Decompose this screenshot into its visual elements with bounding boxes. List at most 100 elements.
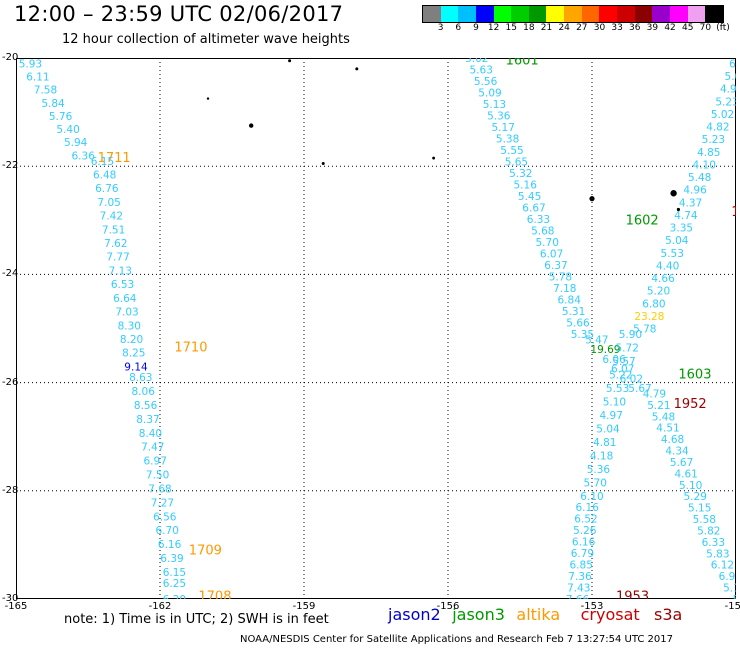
swh-value: 5.17: [492, 122, 515, 134]
swh-value: 7.62: [104, 238, 127, 250]
scale-swatch: [528, 6, 547, 22]
swh-value: 5.53: [606, 383, 629, 395]
page-subtitle: 12 hour collection of altimeter wave hei…: [62, 32, 350, 47]
swh-value: 5.21: [647, 400, 670, 412]
swh-value: 5.90: [619, 329, 642, 341]
swh-value: 7.03: [115, 307, 138, 319]
swh-value: 5.02: [465, 58, 488, 65]
scale-swatch: [669, 6, 688, 22]
swh-value: 5.47: [585, 334, 608, 346]
scale-label: 70: [699, 23, 712, 33]
scale-label: 45: [681, 23, 694, 33]
swh-value: 8.20: [120, 334, 143, 346]
swh-value: 5.72: [616, 342, 639, 354]
swh-value: 5.16: [514, 179, 538, 191]
swh-value: 6.64: [113, 293, 137, 305]
swh-value: 4.74: [674, 210, 698, 222]
page-title: 12:00 – 23:59 UTC 02/06/2017: [14, 2, 344, 26]
track-time-label: 1708: [198, 589, 231, 599]
swh-value: 4.10: [693, 159, 716, 171]
scale-label: (ft): [716, 23, 730, 33]
swh-value: 7.47: [141, 442, 164, 454]
scale-label: 9: [473, 23, 479, 33]
swh-value: 5.04: [665, 235, 689, 247]
island-shape: [432, 156, 435, 160]
track-time-label: 1603: [678, 367, 711, 382]
swh-value: 4.34: [665, 446, 689, 458]
track-time-label: 1709: [189, 543, 222, 558]
swh-value: 23.28: [634, 311, 664, 323]
scale-swatch: [458, 6, 476, 22]
swh-value: 5.66: [566, 317, 590, 329]
swh-value: 5.53: [661, 248, 684, 260]
credit-line: NOAA/NESDIS Center for Satellite Applica…: [240, 634, 673, 645]
swh-value: 3.35: [670, 223, 693, 235]
scale-swatch: [511, 6, 529, 22]
swh-value: 4.97: [600, 410, 623, 422]
swh-value: 7.27: [151, 497, 174, 509]
wave-height-map: 5.936.117.585.845.765.405.946.36 17116.15…: [16, 58, 736, 599]
scale-swatch: [564, 6, 582, 22]
swh-value: 5.58: [693, 514, 716, 526]
swh-value: 7.42: [100, 211, 123, 223]
swh-value: 7.05: [97, 197, 120, 209]
lat-tick-label: -26: [2, 376, 19, 388]
swh-value: 5.57: [612, 356, 635, 368]
swh-value: 6.33: [702, 537, 725, 549]
satellite-cryosat: cryosat: [580, 605, 640, 624]
swh-value: 6.25: [163, 578, 186, 590]
swh-value: 5.84: [41, 98, 65, 110]
color-scale-bar: [422, 5, 724, 23]
swh-value: 7.36: [568, 571, 592, 583]
swh-value: 5.02: [725, 71, 736, 83]
swh-value: 6.16: [158, 539, 182, 551]
swh-value: 6.52: [574, 514, 597, 526]
swh-value: 4.68: [661, 434, 684, 446]
scale-label: 15: [505, 23, 517, 33]
swh-value: 6.97: [144, 456, 167, 468]
island-shape: [321, 161, 325, 165]
swh-value: 6.9: [719, 571, 736, 583]
swh-value: 4.82: [706, 122, 729, 134]
swh-value: 8.30: [118, 320, 141, 332]
swh-value: 9.14: [124, 361, 148, 373]
swh-value: 4.61: [674, 468, 697, 480]
lon-tick-label: -165: [4, 601, 28, 612]
scale-swatch: [687, 6, 706, 22]
scale-swatch: [617, 6, 635, 22]
swh-value: 6.53: [111, 279, 134, 291]
swh-value: 5.83: [706, 548, 729, 560]
swh-value: 5.40: [56, 124, 79, 136]
swh-value: 5: [733, 594, 736, 599]
swh-value: 5.48: [688, 172, 711, 184]
swh-value: 6.15: [163, 567, 186, 579]
swh-value: 5.20: [647, 286, 670, 298]
scale-swatch: [546, 6, 565, 22]
swh-value: 5.26: [573, 525, 597, 537]
swh-value: 5.68: [531, 225, 554, 237]
swh-value: 4.85: [697, 147, 720, 159]
swh-value: 5.70: [536, 237, 559, 249]
swh-value: 6.67: [522, 202, 545, 214]
scale-label: 42: [664, 23, 676, 33]
scale-swatch: [705, 6, 723, 22]
satellite-jason2: jason2: [388, 605, 441, 624]
track-time-label: 1711: [98, 151, 131, 166]
track-time-label: 1602: [626, 213, 659, 228]
swh-value: 5.02: [711, 109, 734, 121]
island-shape: [206, 97, 210, 100]
swh-value: 5.82: [697, 525, 720, 537]
swh-value: 6.84: [558, 294, 582, 306]
lon-tick-label: -150: [724, 601, 740, 612]
swh-value: 6.36: [72, 150, 96, 162]
lat-tick-label: -28: [2, 484, 19, 496]
swh-value: 7.77: [106, 252, 129, 264]
scale-swatch: [440, 6, 459, 22]
satellite-jason3: jason3: [452, 605, 505, 624]
swh-value: 4.18: [590, 451, 613, 463]
swh-value: 5.23: [702, 134, 725, 146]
swh-value: 5.31: [562, 306, 585, 318]
swh-value: 4.40: [656, 260, 679, 272]
map-frame: [16, 58, 736, 599]
swh-value: 6.06: [602, 354, 626, 366]
